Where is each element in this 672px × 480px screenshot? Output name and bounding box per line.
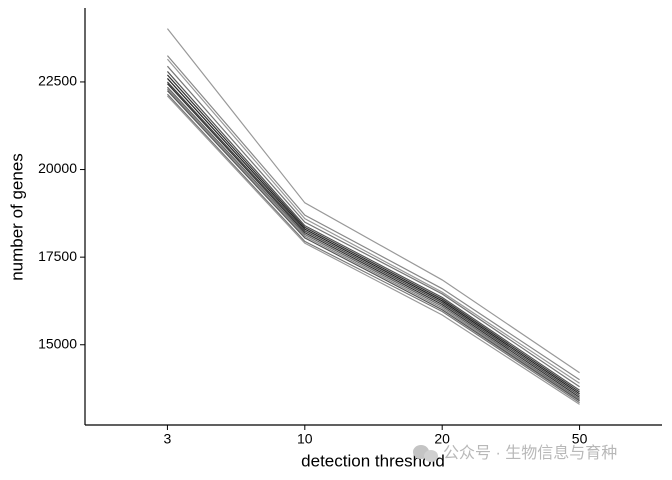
x-tick-label: 50 bbox=[572, 431, 588, 447]
series-line bbox=[166, 86, 580, 400]
y-tick-label: 17500 bbox=[38, 248, 77, 264]
watermark: 公众号 · 生物信息与育种 bbox=[443, 444, 617, 462]
x-tick-label: 3 bbox=[164, 431, 172, 447]
series-line bbox=[166, 28, 580, 374]
y-tick-label: 15000 bbox=[38, 335, 77, 351]
x-axis-title: detection threshold bbox=[301, 451, 445, 470]
y-tick-label: 20000 bbox=[38, 160, 77, 176]
series-line bbox=[166, 81, 580, 397]
series-line bbox=[166, 74, 580, 393]
series-line bbox=[166, 95, 580, 405]
series-line bbox=[166, 78, 580, 395]
x-tick-label: 20 bbox=[434, 431, 450, 447]
series-line bbox=[166, 88, 580, 401]
series-line bbox=[166, 58, 580, 384]
series-line bbox=[166, 90, 580, 402]
watermark-icon bbox=[413, 445, 438, 462]
series-line bbox=[166, 65, 580, 388]
y-axis-title: number of genes bbox=[7, 153, 26, 281]
series-line bbox=[166, 55, 580, 381]
series-line bbox=[166, 71, 580, 391]
series-line bbox=[166, 83, 580, 398]
y-tick-label: 22500 bbox=[38, 73, 77, 89]
x-tick-label: 10 bbox=[297, 431, 313, 447]
series-line bbox=[166, 93, 580, 404]
